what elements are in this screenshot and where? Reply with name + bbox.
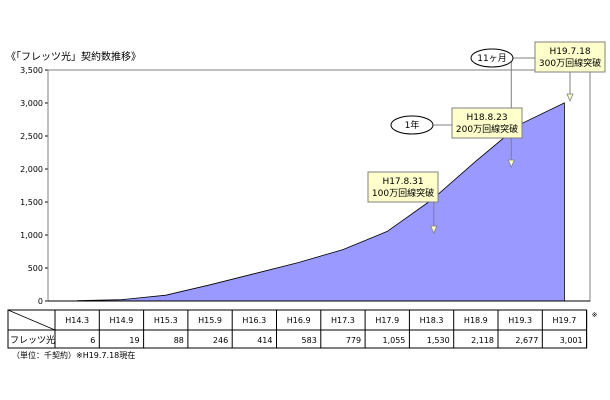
x-tick-label: H19.3 xyxy=(508,316,532,325)
y-tick-label: 500 xyxy=(28,264,43,273)
area-series-フレッツ光 xyxy=(76,102,565,302)
y-tick-label: 3,000 xyxy=(20,99,43,108)
x-tick-label: H18.3 xyxy=(420,316,444,325)
data-label: 2,118 xyxy=(471,336,494,345)
data-label: 1,055 xyxy=(382,336,405,345)
y-tick-label: 0 xyxy=(38,297,43,306)
data-label: 583 xyxy=(302,336,317,345)
callout-box xyxy=(367,171,439,203)
callout-text: 100万回線突破 xyxy=(372,187,434,199)
data-label: 1,530 xyxy=(427,336,450,345)
x-tick-label: H15.3 xyxy=(154,316,178,325)
interval-badge xyxy=(470,48,514,68)
y-axis: 0 500 1,000 1,500 2,000 2,500 3,000 3,500 xyxy=(20,66,49,306)
callout-arrow xyxy=(566,93,574,103)
data-label: 3,001 xyxy=(560,336,583,345)
interval-label: 1年 xyxy=(405,119,420,131)
data-label: 414 xyxy=(257,336,272,345)
x-tick-label: H14.9 xyxy=(110,316,134,325)
data-table: H14.3 H14.9 H15.3 H15.9 H16.3 H16.9 H17.3 H17.9… xyxy=(7,309,598,349)
y-tick-label: 1,000 xyxy=(20,231,43,240)
interval-label: 11ヶ月 xyxy=(477,53,506,64)
x-tick-label: H16.3 xyxy=(242,316,266,325)
y-tick-label: 1,500 xyxy=(20,198,43,207)
callout-text: H17.8.31 xyxy=(382,177,423,187)
data-label: 19 xyxy=(129,336,139,345)
callout-box xyxy=(451,107,523,139)
x-tick-label: H18.9 xyxy=(464,316,488,325)
callout-text: 200万回線突破 xyxy=(456,123,518,135)
interval-badge xyxy=(390,115,434,135)
table-corner-diagonal xyxy=(7,309,56,331)
data-label: 246 xyxy=(213,336,228,345)
data-label: 6 xyxy=(90,336,95,345)
data-label: 779 xyxy=(346,336,361,345)
callout-text: H19.7.18 xyxy=(549,47,590,57)
y-tick-label: 2,000 xyxy=(20,165,43,174)
plot-area xyxy=(47,69,591,302)
data-label: 2,677 xyxy=(515,336,538,345)
x-tick-label: H14.3 xyxy=(65,316,89,325)
chart-title: 《「フレッツ光」契約数推移》 xyxy=(6,50,141,63)
table-corner-mark: ※ xyxy=(592,311,598,319)
callout-arrow xyxy=(507,159,515,169)
table-row-header: フレッツ光 xyxy=(10,334,55,346)
y-tick-label: 3,500 xyxy=(20,66,43,75)
x-tick-label: H19.7 xyxy=(553,316,577,325)
x-tick-label: H15.9 xyxy=(198,316,222,325)
data-label: 88 xyxy=(174,336,184,345)
callout-text: H18.8.23 xyxy=(466,113,507,123)
x-tick-label: H17.9 xyxy=(375,316,399,325)
callout-text: 300万回線突破 xyxy=(539,57,601,69)
footnote: （単位：千契約）※H19.7.18現在 xyxy=(12,350,135,360)
callout-arrow xyxy=(430,225,438,235)
callout-box xyxy=(534,41,606,73)
y-tick-label: 2,500 xyxy=(20,132,43,141)
x-tick-label: H16.9 xyxy=(287,316,311,325)
x-tick-label: H17.3 xyxy=(331,316,355,325)
